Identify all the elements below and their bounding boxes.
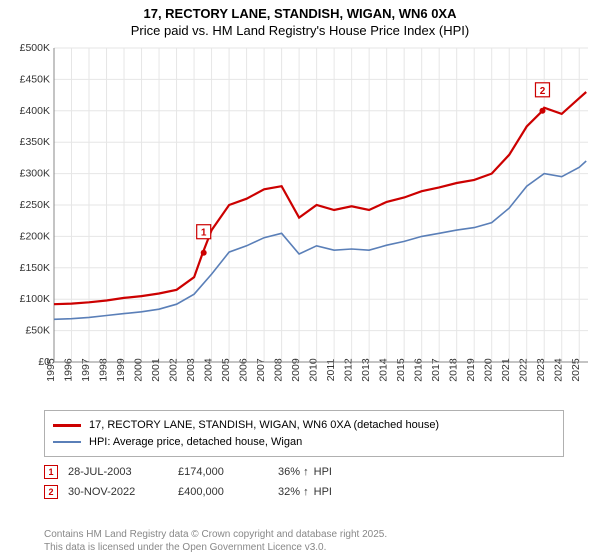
svg-text:£400K: £400K [20, 105, 50, 117]
svg-text:£300K: £300K [20, 168, 50, 180]
sale-price: £400,000 [178, 486, 268, 498]
svg-text:2: 2 [540, 86, 546, 97]
svg-text:£250K: £250K [20, 199, 50, 211]
footer-line2: This data is licensed under the Open Gov… [44, 541, 590, 554]
legend-label-hpi: HPI: Average price, detached house, Wiga… [89, 434, 302, 451]
sale-price: £174,000 [178, 466, 268, 478]
chart-container: 17, RECTORY LANE, STANDISH, WIGAN, WN6 0… [0, 0, 600, 560]
sale-pct-value: 32% [278, 486, 300, 498]
svg-text:£150K: £150K [20, 262, 50, 274]
sale-pct: 32% HPI [278, 486, 398, 498]
sale-pct-suffix: HPI [314, 486, 332, 498]
chart-svg: £0£50K£100K£150K£200K£250K£300K£350K£400… [8, 44, 592, 404]
sale-marker-icon: 2 [44, 485, 58, 499]
legend-swatch-price [53, 424, 81, 427]
title-address: 17, RECTORY LANE, STANDISH, WIGAN, WN6 0… [0, 6, 600, 21]
arrow-up-icon [303, 466, 311, 478]
sales-table: 1 28-JUL-2003 £174,000 36% HPI 2 30-NOV-… [44, 462, 564, 502]
sale-pct-suffix: HPI [314, 466, 332, 478]
sale-pct: 36% HPI [278, 466, 398, 478]
chart-title: 17, RECTORY LANE, STANDISH, WIGAN, WN6 0… [0, 0, 600, 40]
sale-pct-value: 36% [278, 466, 300, 478]
footer-attribution: Contains HM Land Registry data © Crown c… [44, 528, 590, 554]
svg-text:£100K: £100K [20, 293, 50, 305]
svg-text:1: 1 [201, 228, 207, 239]
svg-text:£500K: £500K [20, 44, 50, 54]
sale-date: 28-JUL-2003 [68, 466, 168, 478]
sale-marker-icon: 1 [44, 465, 58, 479]
table-row: 1 28-JUL-2003 £174,000 36% HPI [44, 462, 564, 482]
legend-row-price: 17, RECTORY LANE, STANDISH, WIGAN, WN6 0… [53, 417, 555, 434]
svg-text:£350K: £350K [20, 136, 50, 148]
footer-line1: Contains HM Land Registry data © Crown c… [44, 528, 590, 541]
arrow-up-icon [303, 486, 311, 498]
svg-text:£450K: £450K [20, 73, 50, 85]
svg-text:£50K: £50K [25, 325, 50, 337]
chart-plot-area: £0£50K£100K£150K£200K£250K£300K£350K£400… [8, 44, 592, 404]
sale-date: 30-NOV-2022 [68, 486, 168, 498]
title-subtitle: Price paid vs. HM Land Registry's House … [0, 23, 600, 38]
legend-swatch-hpi [53, 441, 81, 443]
legend-label-price: 17, RECTORY LANE, STANDISH, WIGAN, WN6 0… [89, 417, 439, 434]
legend: 17, RECTORY LANE, STANDISH, WIGAN, WN6 0… [44, 410, 564, 457]
svg-text:£200K: £200K [20, 230, 50, 242]
legend-row-hpi: HPI: Average price, detached house, Wiga… [53, 434, 555, 451]
table-row: 2 30-NOV-2022 £400,000 32% HPI [44, 482, 564, 502]
